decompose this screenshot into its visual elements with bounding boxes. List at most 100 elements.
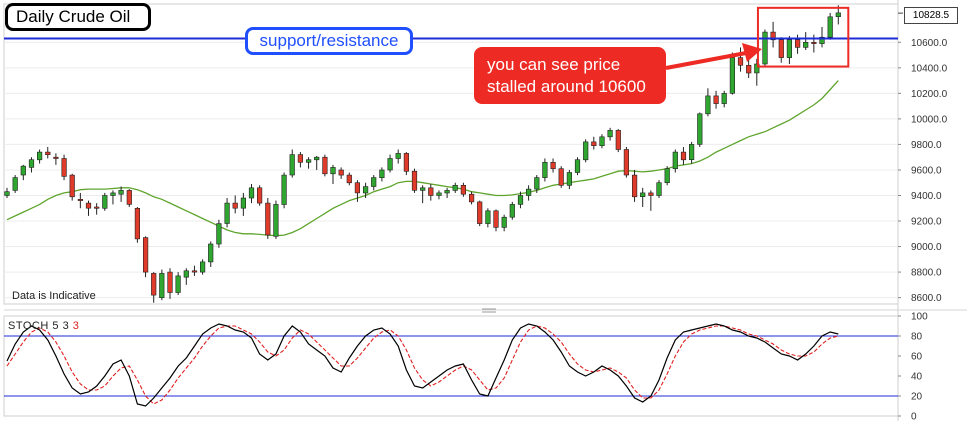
moving-average-layer (6, 80, 839, 237)
candle-down (468, 193, 475, 203)
candle-down (623, 149, 629, 176)
stochastic-label: STOCH 5 3 3 (8, 320, 79, 332)
candle-up (803, 41, 809, 48)
candle-up (330, 167, 336, 175)
candle-down (631, 174, 638, 198)
candle-up (289, 154, 295, 176)
stoch-tick-label: 40 (911, 372, 923, 383)
candle-down (648, 192, 654, 196)
price-tick-label: 9800.0 (911, 140, 942, 151)
candle-up (754, 63, 760, 74)
candle-down (493, 210, 499, 228)
candle-up (248, 187, 255, 199)
candle-down (615, 130, 621, 150)
candle-up (362, 186, 369, 194)
candle-down (713, 95, 719, 104)
candle-up (314, 156, 320, 161)
candle-up (36, 151, 43, 161)
candle-up (208, 243, 214, 263)
candle-up (305, 159, 312, 163)
candle-down (151, 273, 157, 296)
candle-up (110, 192, 116, 196)
candle-up (705, 95, 711, 115)
candle-up (183, 270, 189, 278)
candle-down (550, 162, 556, 170)
candle-up (525, 188, 532, 196)
candle-up (485, 210, 491, 224)
grid-layer (3, 0, 967, 421)
candle-up (656, 182, 662, 196)
candle-up (566, 172, 572, 186)
candle-up (12, 177, 18, 191)
price-tick-label: 8800.0 (911, 268, 942, 279)
candle-up (28, 159, 35, 168)
candle-up (395, 153, 401, 159)
candle-up (542, 162, 548, 178)
candle-layer (4, 5, 841, 303)
candle-up (835, 12, 841, 17)
candle-up (501, 216, 507, 228)
candle-up (509, 204, 515, 218)
stochastic-param-3: 3 (72, 320, 80, 332)
candle-down (591, 141, 597, 146)
candle-up (240, 197, 247, 209)
candle-down (85, 202, 92, 209)
candle-down (477, 201, 483, 224)
stoch-tick-label: 0 (911, 412, 917, 422)
candle-down (737, 57, 744, 66)
candle-up (827, 16, 833, 38)
candle-up (607, 130, 613, 138)
annotation-arrow-shaft (665, 51, 747, 70)
price-tick-label: 10000.0 (911, 114, 948, 125)
candle-down (460, 185, 467, 195)
candle-up (371, 177, 377, 187)
candle-down (558, 168, 564, 186)
candle-down (167, 271, 173, 293)
candle-up (697, 113, 703, 145)
candle-down (191, 270, 198, 273)
candle-up (175, 275, 181, 293)
data-note: Data is Indicative (12, 290, 96, 302)
candle-up (452, 185, 458, 191)
candle-down (322, 156, 328, 175)
candle-up (387, 158, 393, 171)
candle-up (664, 168, 670, 183)
candle-down (126, 190, 132, 205)
price-tick-label: 9200.0 (911, 217, 942, 228)
candle-up (20, 165, 26, 176)
candle-up (118, 190, 124, 195)
chart-title: Daily Crude Oil (5, 3, 151, 31)
candle-down (794, 39, 801, 48)
price-tick-label: 8600.0 (911, 293, 942, 304)
candle-up (273, 204, 279, 237)
overlay-layer (4, 6, 898, 70)
candle-down (77, 199, 83, 201)
candle-up (517, 195, 524, 205)
candle-up (4, 191, 10, 196)
candle-down (411, 170, 418, 191)
candle-down (338, 169, 344, 176)
annotation-callout: you can see price stalled around 10600 (474, 47, 666, 104)
candle-up (159, 273, 165, 298)
price-tick-label: 10400.0 (911, 63, 948, 74)
axis-layer: 8600.0 8800.0 9000.0 9200.0 9400.0 9600.0 9800… (898, 12, 948, 423)
stoch-tick-label: 100 (911, 312, 928, 323)
candle-up (762, 31, 768, 65)
candle-down (746, 65, 752, 74)
stoch-tick-label: 60 (911, 352, 923, 363)
candle-up (200, 261, 206, 273)
moving-average-line (6, 80, 839, 237)
candle-down (69, 174, 75, 198)
annotation-line-1: you can see price (487, 55, 621, 74)
stoch-k-line (6, 323, 839, 407)
candle-up (281, 174, 287, 205)
candle-up (574, 159, 581, 173)
candle-down (134, 208, 141, 240)
price-tick-label: 9600.0 (911, 165, 942, 176)
stochastic-param-1: 5 (52, 320, 59, 332)
candle-down (428, 187, 434, 196)
candle-down (297, 154, 304, 163)
candle-down (811, 41, 817, 44)
candle-up (436, 192, 442, 196)
candle-down (61, 158, 67, 177)
